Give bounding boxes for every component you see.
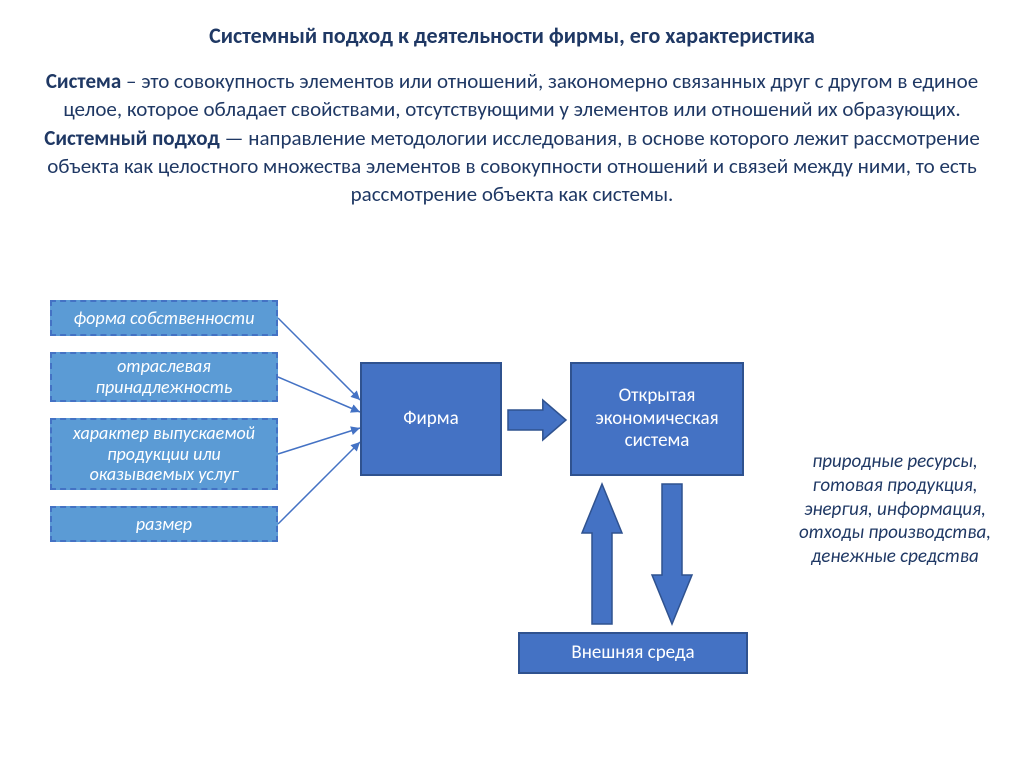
def-system: – это совокупность элементов или отношен… <box>63 68 978 122</box>
term-approach: Системный подход <box>44 125 220 151</box>
environment-box: Внешняя среда <box>518 632 748 674</box>
firm-box: Фирма <box>360 362 502 476</box>
diagram-area: форма собственности отраслевая принадлежн… <box>0 300 1024 760</box>
page-title: Системный подход к деятельности фирмы, е… <box>0 0 1024 57</box>
system-box: Открытая экономическая система <box>570 362 744 476</box>
input-factor-box: характер выпускаемой продукции или оказы… <box>50 418 278 490</box>
side-annotation: природные ресурсы, готовая продукция, эн… <box>790 450 1000 569</box>
input-factor-box: форма собственности <box>50 300 278 336</box>
definitions-block: Система – это совокупность элементов или… <box>0 57 1024 209</box>
term-system: Система <box>46 68 121 94</box>
input-factor-box: отраслевая принадлежность <box>50 352 278 402</box>
input-factor-box: размер <box>50 506 278 542</box>
